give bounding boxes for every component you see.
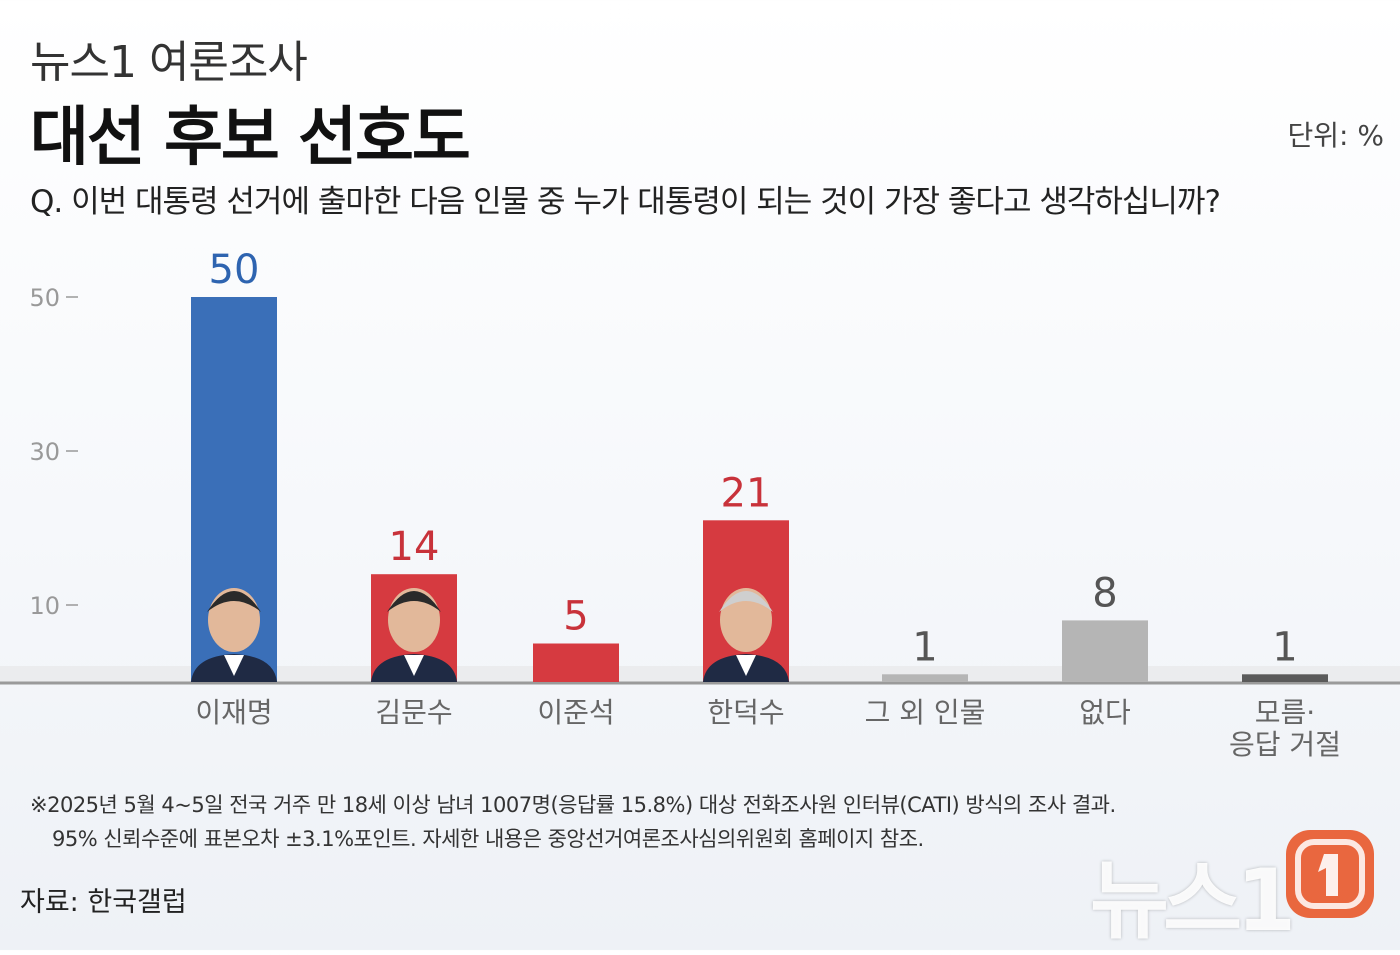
category-label: 이재명 xyxy=(195,696,272,729)
baseline-band xyxy=(0,666,1400,682)
data-label: 50 xyxy=(209,247,260,293)
data-label: 1 xyxy=(912,624,937,670)
data-label: 1 xyxy=(1272,624,1297,670)
category-label: 모름· xyxy=(1255,696,1315,729)
data-label: 14 xyxy=(389,524,440,570)
category-label: 그 외 인물 xyxy=(865,696,986,729)
data-label: 21 xyxy=(721,470,772,516)
news1-logo-icon xyxy=(1286,830,1374,918)
category-label: 이준석 xyxy=(537,696,614,729)
portrait-shirt xyxy=(736,655,756,676)
footnote-line: ※2025년 5월 4~5일 전국 거주 만 18세 이상 남녀 1007명(응… xyxy=(30,793,1116,817)
bar xyxy=(1062,620,1148,682)
candidate-portrait xyxy=(703,588,789,682)
bar xyxy=(533,643,619,682)
unit-label: 단위: % xyxy=(1287,119,1384,152)
y-tick-label: 30 xyxy=(29,438,60,466)
portrait-hair xyxy=(719,591,773,612)
portrait-face xyxy=(208,588,260,652)
portrait-hair xyxy=(207,591,261,612)
survey-question: Q. 이번 대통령 선거에 출마한 다음 인물 중 누가 대통령이 되는 것이 … xyxy=(30,184,1221,220)
category-label: 없다 xyxy=(1079,696,1131,729)
footnotes: ※2025년 5월 4~5일 전국 거주 만 18세 이상 남녀 1007명(응… xyxy=(30,788,1116,856)
category-label: 김문수 xyxy=(375,696,452,729)
data-label: 5 xyxy=(563,594,588,640)
subtitle: 뉴스1 여론조사 xyxy=(30,37,308,88)
portrait-shirt xyxy=(404,655,424,676)
footnote-line: 95% 신뢰수준에 표본오차 ±3.1%포인트. 자세한 내용은 중앙선거여론조… xyxy=(52,827,924,851)
category-label: 응답 거절 xyxy=(1229,728,1341,761)
page-title: 대선 후보 선호도 xyxy=(30,101,471,175)
candidate-portrait xyxy=(191,588,277,682)
logo-text: 뉴스1 xyxy=(1090,851,1296,951)
bar xyxy=(882,674,968,682)
news1-logo: 뉴스1 xyxy=(1090,820,1390,951)
portrait-face xyxy=(388,588,440,652)
portrait-face xyxy=(720,588,772,652)
bar-chart: 10 30 50 50 이재명 14 김문수 5 이준석 21 한덕수 1 그 외 인물 8 없다 1 모름·응… xyxy=(0,247,1400,761)
portrait-hair xyxy=(387,591,441,612)
y-tick-label: 50 xyxy=(29,284,60,312)
source-label: 자료: 한국갤럽 xyxy=(20,887,187,918)
category-label: 한덕수 xyxy=(707,696,784,729)
y-tick-label: 10 xyxy=(29,592,60,620)
portrait-shirt xyxy=(224,655,244,676)
data-label: 8 xyxy=(1092,570,1117,616)
bar xyxy=(1242,674,1328,682)
candidate-portrait xyxy=(371,588,457,682)
